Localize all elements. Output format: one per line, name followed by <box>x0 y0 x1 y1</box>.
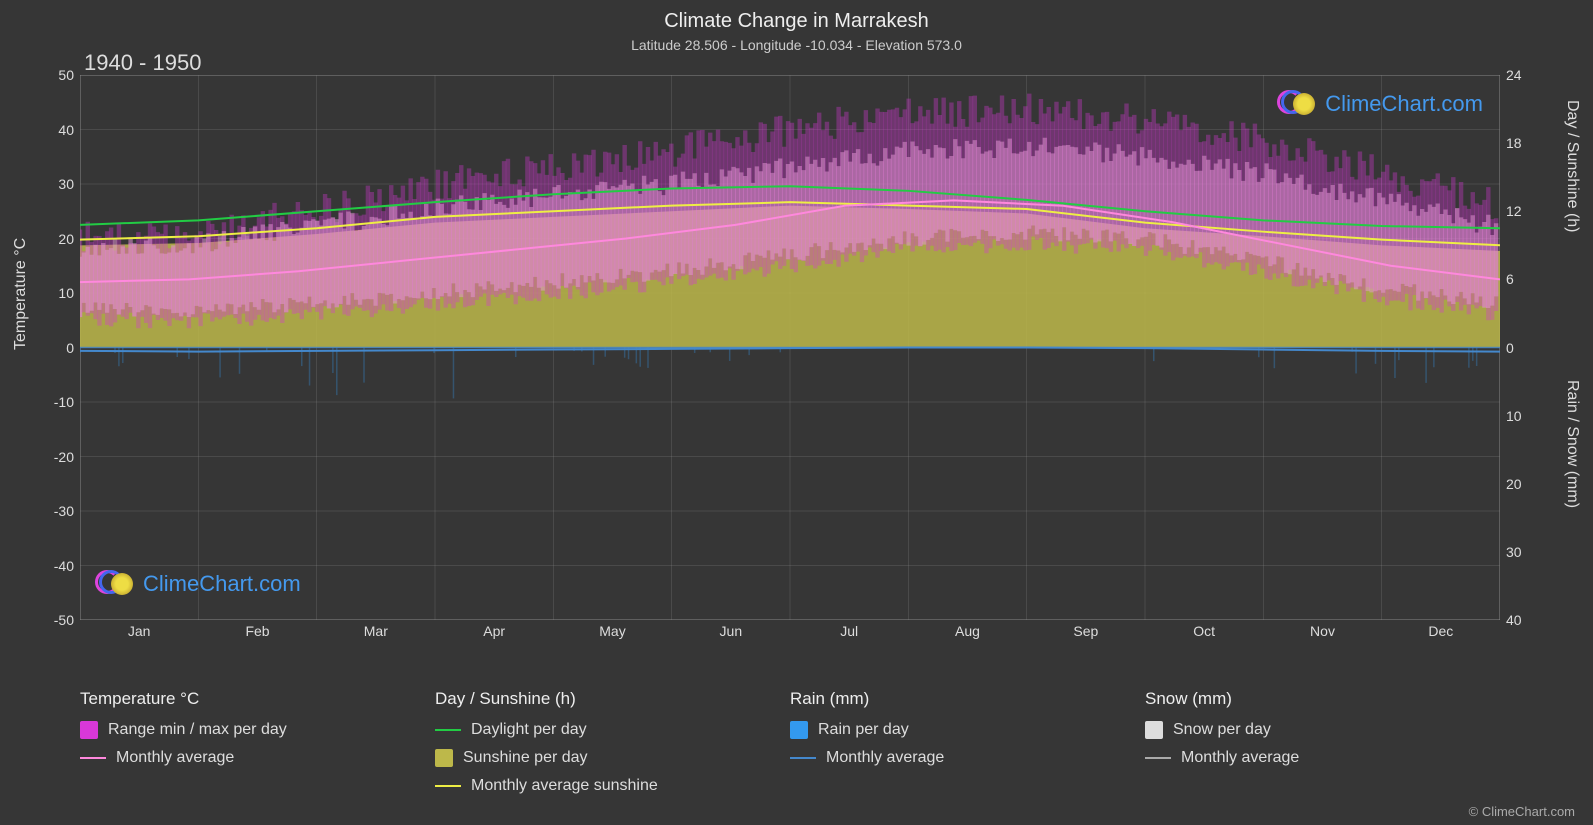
legend-item: Sunshine per day <box>435 749 790 767</box>
x-tick: Apr <box>483 623 505 639</box>
legend-item: Daylight per day <box>435 721 790 739</box>
x-tick: Mar <box>364 623 388 639</box>
legend-group-title: Rain (mm) <box>790 689 1145 709</box>
x-tick: Jun <box>720 623 743 639</box>
legend-group-title: Day / Sunshine (h) <box>435 689 790 709</box>
climate-chart: Climate Change in Marrakesh Latitude 28.… <box>0 0 1593 825</box>
y-left-tick: 30 <box>34 176 74 192</box>
watermark-bottom: ClimeChart.com <box>95 570 301 598</box>
legend-label: Monthly average <box>826 749 944 767</box>
plot-area: -50-40-30-20-1001020304050 0612182410203… <box>80 75 1500 620</box>
legend-group-title: Snow (mm) <box>1145 689 1500 709</box>
legend-group-title: Temperature °C <box>80 689 435 709</box>
y-right-tick: 12 <box>1506 203 1522 219</box>
chart-title: Climate Change in Marrakesh <box>0 0 1593 33</box>
watermark-logo-icon <box>1277 90 1319 118</box>
legend-item: Monthly average <box>80 749 435 767</box>
y-left-tick: 10 <box>34 285 74 301</box>
legend-label: Range min / max per day <box>108 721 287 739</box>
legend-item: Range min / max per day <box>80 721 435 739</box>
y-left-tick: -20 <box>34 449 74 465</box>
y-left-tick: -30 <box>34 503 74 519</box>
chart-svg <box>80 75 1500 620</box>
y-left-tick: 20 <box>34 231 74 247</box>
legend-swatch <box>790 757 816 759</box>
x-tick: Jan <box>128 623 151 639</box>
legend-swatch <box>80 757 106 759</box>
copyright: © ClimeChart.com <box>1469 804 1575 819</box>
legend-label: Monthly average <box>116 749 234 767</box>
legend-label: Rain per day <box>818 721 909 739</box>
x-tick: Jul <box>840 623 858 639</box>
legend-group: Temperature °C Range min / max per day Mon… <box>80 689 435 805</box>
legend: Temperature °C Range min / max per day Mon… <box>80 689 1500 805</box>
legend-item: Rain per day <box>790 721 1145 739</box>
legend-group: Snow (mm) Snow per day Monthly average <box>1145 689 1500 805</box>
y-right-tick: 30 <box>1506 544 1522 560</box>
x-tick: Nov <box>1310 623 1335 639</box>
y-right-tick: 10 <box>1506 408 1522 424</box>
legend-group: Day / Sunshine (h) Daylight per day Sunshi… <box>435 689 790 805</box>
legend-group: Rain (mm) Rain per day Monthly average <box>790 689 1145 805</box>
legend-item: Snow per day <box>1145 721 1500 739</box>
legend-item: Monthly average sunshine <box>435 777 790 795</box>
y-right-tick: 40 <box>1506 612 1522 628</box>
x-tick: Aug <box>955 623 980 639</box>
legend-label: Monthly average sunshine <box>471 777 658 795</box>
legend-swatch <box>435 785 461 787</box>
y-right-bottom-axis-label: Rain / Snow (mm) <box>1563 380 1581 508</box>
legend-swatch <box>435 729 461 731</box>
legend-label: Snow per day <box>1173 721 1271 739</box>
legend-item: Monthly average <box>790 749 1145 767</box>
y-left-tick: 0 <box>34 340 74 356</box>
legend-swatch <box>790 721 808 739</box>
watermark-text: ClimeChart.com <box>143 571 301 597</box>
legend-swatch <box>1145 757 1171 759</box>
legend-label: Monthly average <box>1181 749 1299 767</box>
y-left-tick: -50 <box>34 612 74 628</box>
x-tick: Dec <box>1428 623 1453 639</box>
y-right-tick: 20 <box>1506 476 1522 492</box>
x-tick: Sep <box>1073 623 1098 639</box>
x-tick: May <box>599 623 625 639</box>
legend-label: Daylight per day <box>471 721 587 739</box>
y-left-tick: 50 <box>34 67 74 83</box>
period-label: 1940 - 1950 <box>84 50 201 76</box>
legend-swatch <box>80 721 98 739</box>
x-tick: Feb <box>245 623 269 639</box>
y-right-top-axis-label: Day / Sunshine (h) <box>1563 100 1581 233</box>
y-right-tick: 0 <box>1506 340 1514 356</box>
chart-subtitle: Latitude 28.506 - Longitude -10.034 - El… <box>0 37 1593 53</box>
legend-swatch <box>435 749 453 767</box>
y-right-tick: 24 <box>1506 67 1522 83</box>
watermark-top: ClimeChart.com <box>1277 90 1483 118</box>
y-left-axis-label: Temperature °C <box>12 238 30 350</box>
watermark-logo-icon <box>95 570 137 598</box>
legend-label: Sunshine per day <box>463 749 588 767</box>
y-left-tick: -10 <box>34 394 74 410</box>
y-right-tick: 6 <box>1506 271 1514 287</box>
y-right-tick: 18 <box>1506 135 1522 151</box>
y-left-tick: -40 <box>34 558 74 574</box>
watermark-text: ClimeChart.com <box>1325 91 1483 117</box>
legend-item: Monthly average <box>1145 749 1500 767</box>
legend-swatch <box>1145 721 1163 739</box>
y-left-tick: 40 <box>34 122 74 138</box>
x-tick: Oct <box>1193 623 1215 639</box>
